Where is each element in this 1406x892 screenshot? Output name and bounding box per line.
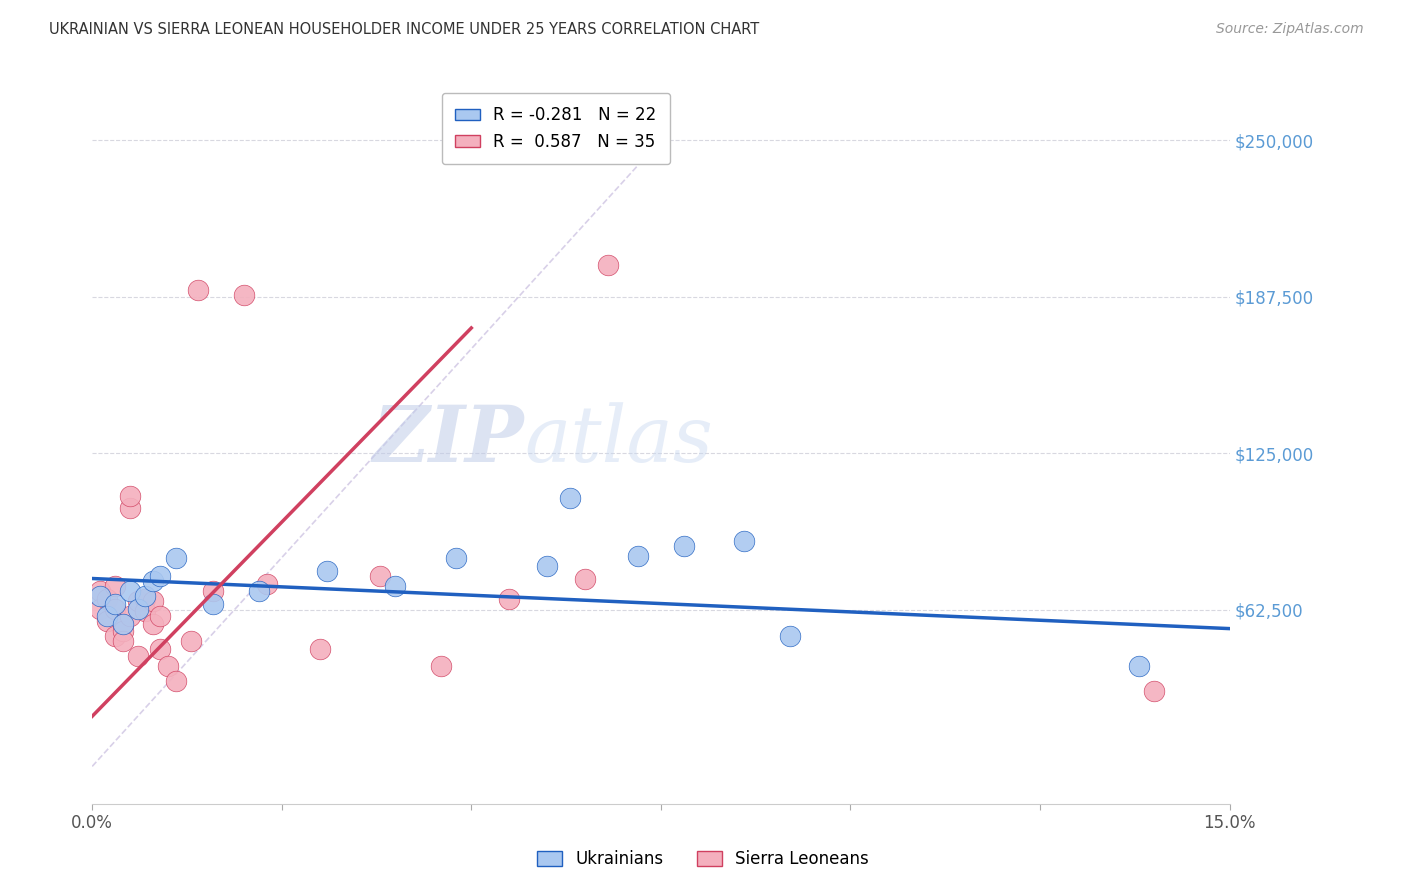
Legend: Ukrainians, Sierra Leoneans: Ukrainians, Sierra Leoneans [530, 844, 876, 875]
Point [104, 579, 127, 593]
Point [104, 597, 127, 611]
Legend: R = -0.281   N = 22, R =  0.587   N = 35: R = -0.281 N = 22, R = 0.587 N = 35 [441, 93, 671, 164]
Point [316, 564, 339, 578]
Point [156, 659, 179, 673]
Point [368, 569, 391, 583]
Point [165, 551, 187, 566]
Point [1128, 659, 1150, 673]
Point [232, 288, 254, 302]
Point [256, 576, 278, 591]
Point [444, 551, 467, 566]
Point [96, 614, 118, 628]
Point [89, 584, 111, 599]
Point [558, 491, 581, 506]
Point [247, 584, 270, 599]
Point [104, 629, 127, 643]
Point [89, 601, 111, 615]
Point [120, 609, 142, 624]
Point [149, 641, 172, 656]
Point [202, 597, 225, 611]
Point [142, 616, 165, 631]
Point [89, 589, 111, 603]
Text: UKRAINIAN VS SIERRA LEONEAN HOUSEHOLDER INCOME UNDER 25 YEARS CORRELATION CHART: UKRAINIAN VS SIERRA LEONEAN HOUSEHOLDER … [49, 22, 759, 37]
Point [134, 591, 156, 606]
Point [498, 591, 520, 606]
Point [111, 616, 134, 631]
Point [111, 624, 134, 639]
Point [127, 649, 149, 664]
Point [120, 489, 142, 503]
Point [202, 584, 225, 599]
Point [120, 584, 142, 599]
Point [149, 569, 172, 583]
Point [574, 572, 596, 586]
Text: atlas: atlas [524, 402, 713, 479]
Point [308, 641, 330, 656]
Point [672, 539, 695, 553]
Point [1143, 684, 1166, 698]
Point [779, 629, 801, 643]
Point [536, 559, 558, 574]
Point [127, 594, 149, 608]
Point [430, 659, 453, 673]
Point [149, 609, 172, 624]
Point [111, 616, 134, 631]
Point [96, 591, 118, 606]
Point [104, 601, 127, 615]
Point [187, 284, 209, 298]
Point [596, 258, 619, 272]
Point [111, 634, 134, 648]
Point [134, 604, 156, 618]
Point [142, 574, 165, 588]
Text: ZIP: ZIP [373, 402, 524, 479]
Point [120, 501, 142, 516]
Point [134, 589, 156, 603]
Text: Source: ZipAtlas.com: Source: ZipAtlas.com [1216, 22, 1364, 37]
Point [627, 549, 650, 563]
Point [142, 594, 165, 608]
Point [96, 609, 118, 624]
Point [384, 579, 406, 593]
Point [127, 601, 149, 615]
Point [165, 674, 187, 689]
Point [180, 634, 202, 648]
Point [733, 533, 755, 548]
